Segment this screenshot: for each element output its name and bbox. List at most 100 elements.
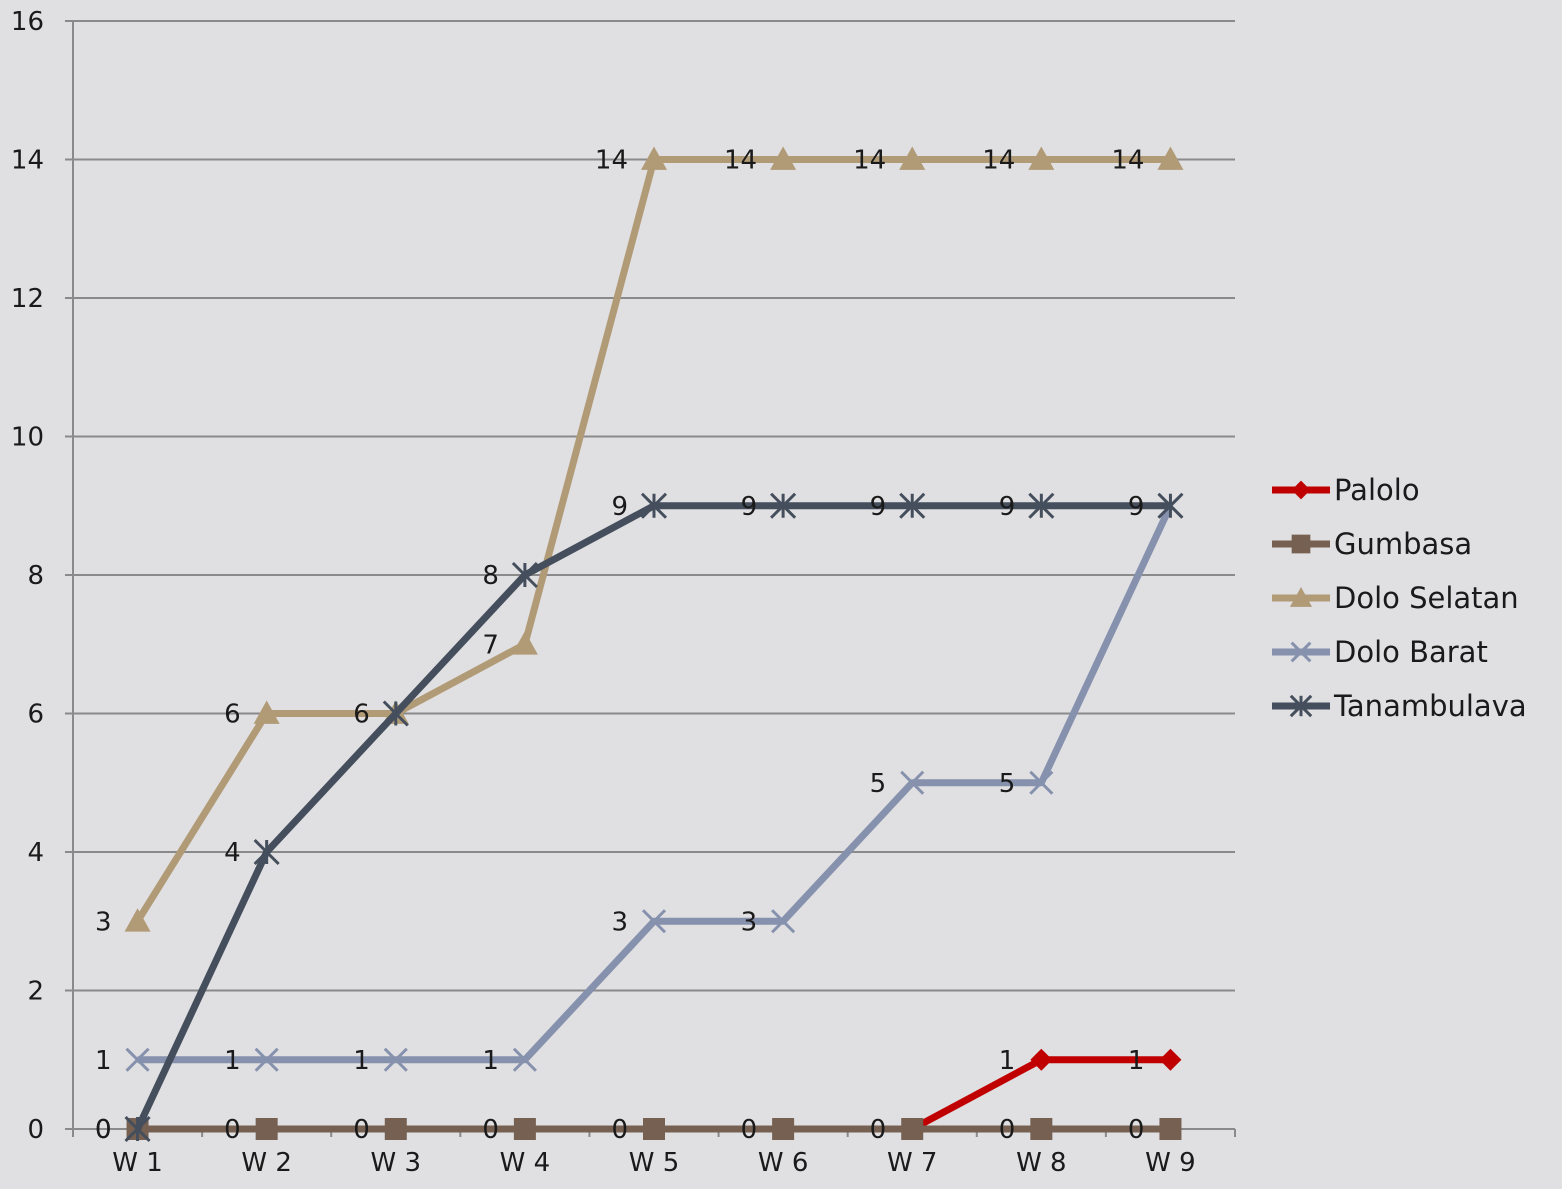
data-label: 14 xyxy=(724,146,757,176)
data-point xyxy=(1030,1048,1053,1071)
data-label: 1 xyxy=(95,1046,112,1076)
y-tick-label: 2 xyxy=(27,977,44,1007)
data-label: 14 xyxy=(595,146,628,176)
data-label: 0 xyxy=(95,1115,112,1145)
data-label: 0 xyxy=(353,1115,370,1145)
data-point xyxy=(1290,641,1312,663)
data-point xyxy=(641,146,667,170)
data-label: 8 xyxy=(482,561,499,591)
data-label: 0 xyxy=(741,1115,758,1145)
data-label: 3 xyxy=(95,907,112,937)
series-lines xyxy=(124,146,1184,1143)
data-label: 1 xyxy=(1128,1046,1145,1076)
x-tick-label: W 2 xyxy=(241,1148,292,1178)
data-label: 5 xyxy=(999,769,1016,799)
legend-label: Dolo Selatan xyxy=(1334,581,1519,615)
data-label: 0 xyxy=(482,1115,499,1145)
data-label: 9 xyxy=(1128,492,1145,522)
data-point xyxy=(643,1118,665,1140)
data-point xyxy=(770,146,797,170)
data-point xyxy=(640,492,668,519)
x-tick-label: W 5 xyxy=(629,1148,680,1178)
data-point xyxy=(900,770,925,795)
data-label: 6 xyxy=(224,700,241,730)
data-point xyxy=(899,492,926,519)
series-dolo-barat xyxy=(125,493,1183,1072)
data-point xyxy=(1157,492,1184,519)
x-tick-label: W 8 xyxy=(1016,1148,1067,1178)
data-point xyxy=(1291,480,1311,500)
series-dolo-selatan xyxy=(124,146,1184,932)
x-tick-label: W 6 xyxy=(758,1148,809,1178)
data-point xyxy=(770,492,797,519)
data-label: 0 xyxy=(1128,1115,1145,1145)
data-label: 0 xyxy=(611,1115,628,1145)
data-label: 9 xyxy=(999,492,1016,522)
legend-label: Palolo xyxy=(1334,473,1420,507)
y-tick-label: 14 xyxy=(11,146,44,176)
series-line xyxy=(134,502,1171,1131)
data-point xyxy=(384,1118,407,1140)
y-tick-label: 16 xyxy=(11,7,44,37)
data-label: 14 xyxy=(1111,146,1144,176)
data-point xyxy=(899,146,926,170)
data-label: 9 xyxy=(870,492,887,522)
legend-label: Dolo Barat xyxy=(1334,635,1488,669)
data-label: 1 xyxy=(999,1046,1016,1076)
data-point xyxy=(125,1047,150,1072)
data-label: 9 xyxy=(611,492,628,522)
y-tick-label: 6 xyxy=(27,700,44,730)
data-point xyxy=(901,1118,924,1140)
data-label: 0 xyxy=(870,1115,887,1145)
data-point xyxy=(255,1118,278,1140)
data-point xyxy=(253,700,280,724)
data-point xyxy=(383,1047,408,1072)
data-label: 1 xyxy=(482,1046,499,1076)
data-point xyxy=(1159,1118,1182,1140)
data-point xyxy=(254,1047,279,1072)
data-label: 9 xyxy=(741,492,758,522)
data-point xyxy=(1029,770,1054,795)
data-point xyxy=(511,561,538,589)
data-point xyxy=(513,1118,536,1140)
legend-item: Gumbasa xyxy=(1272,527,1472,561)
legend-item: Tanambulava xyxy=(1272,689,1527,723)
x-tick-label: W 1 xyxy=(112,1148,163,1178)
legend-item: Palolo xyxy=(1272,473,1420,507)
x-tick-label: W 3 xyxy=(371,1148,422,1178)
data-point xyxy=(1289,694,1313,718)
data-point xyxy=(1159,1048,1182,1071)
data-label: 5 xyxy=(870,769,887,799)
legend-label: Gumbasa xyxy=(1334,527,1472,561)
data-point xyxy=(124,908,151,932)
y-tick-label: 12 xyxy=(11,284,44,314)
data-point xyxy=(641,909,667,934)
legend-item: Dolo Barat xyxy=(1272,635,1488,669)
data-label: 1 xyxy=(224,1046,241,1076)
data-point xyxy=(772,1118,795,1140)
data-point xyxy=(512,1047,537,1072)
data-point xyxy=(1030,1118,1053,1140)
data-label: 3 xyxy=(741,907,758,937)
data-point xyxy=(1028,492,1055,519)
x-tick-label: W 7 xyxy=(887,1148,938,1178)
legend-label: Tanambulava xyxy=(1333,689,1527,723)
legend: Palolo Gumbasa Dolo Selatan Dolo Barat Tanam… xyxy=(1272,473,1527,723)
series-gumbasa xyxy=(126,1118,1182,1140)
data-point xyxy=(771,909,796,934)
data-label: 3 xyxy=(611,907,628,937)
y-tick-label: 10 xyxy=(11,423,44,453)
data-point xyxy=(1291,534,1311,554)
data-label: 4 xyxy=(224,838,241,868)
data-point xyxy=(1289,586,1313,607)
data-label: 14 xyxy=(853,146,886,176)
y-tick-label: 8 xyxy=(27,561,44,591)
data-point xyxy=(124,1115,151,1143)
data-label: 0 xyxy=(95,1115,112,1145)
data-point xyxy=(1157,146,1184,170)
series-tanambulava xyxy=(124,492,1184,1143)
data-label: 7 xyxy=(482,630,499,660)
